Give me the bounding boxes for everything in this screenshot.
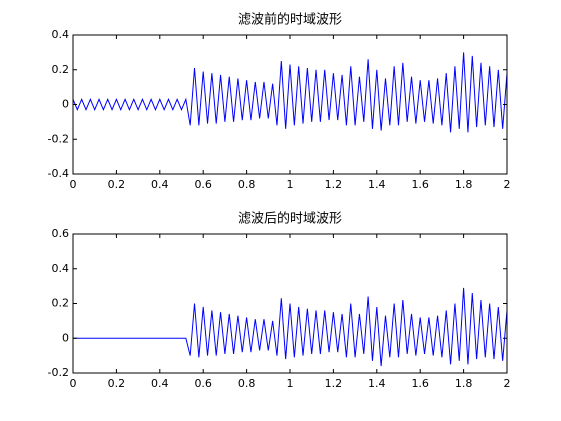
x-tick-label: 2 (504, 377, 511, 390)
x-tick-label: 0 (70, 178, 77, 191)
y-tick-label: -0.4 (48, 167, 69, 180)
y-tick-label: 0 (62, 331, 69, 344)
x-tick-label: 0.8 (238, 178, 256, 191)
chart-title: 滤波后的时域波形 (238, 211, 342, 227)
x-tick-label: 0.6 (194, 377, 212, 390)
plot-area (73, 35, 507, 174)
y-tick-label: -0.2 (48, 366, 69, 379)
x-tick-label: 1.8 (455, 178, 473, 191)
x-tick-label: 1.2 (325, 377, 343, 390)
x-tick-label: 0.2 (108, 377, 126, 390)
x-tick-label: 0.4 (151, 178, 169, 191)
x-tick-label: 0.8 (238, 377, 256, 390)
x-tick-label: 0 (70, 377, 77, 390)
waveform (73, 287, 508, 367)
x-tick-label: 1 (287, 377, 294, 390)
x-tick-label: 0.2 (108, 178, 126, 191)
x-tick-label: 1.8 (455, 377, 473, 390)
y-tick-label: 0.4 (52, 28, 70, 41)
x-tick-label: 1.4 (368, 377, 386, 390)
x-tick-label: 2 (504, 178, 511, 191)
x-tick-label: 1 (287, 178, 294, 191)
y-tick-label: 0.2 (52, 297, 70, 310)
y-tick-label: -0.2 (48, 132, 69, 145)
y-tick-label: 0 (62, 98, 69, 111)
x-tick-label: 0.6 (194, 178, 212, 191)
waveform (72, 52, 508, 133)
y-tick-label: 0.2 (52, 63, 70, 76)
x-tick-label: 0.4 (151, 377, 169, 390)
x-tick-label: 1.6 (411, 377, 429, 390)
y-tick-label: 0.4 (52, 262, 70, 275)
chart-title: 滤波前的时域波形 (238, 12, 342, 28)
x-tick-label: 1.4 (368, 178, 386, 191)
x-tick-label: 1.2 (325, 178, 343, 191)
x-tick-label: 1.6 (411, 178, 429, 191)
y-tick-label: 0.6 (52, 227, 70, 240)
